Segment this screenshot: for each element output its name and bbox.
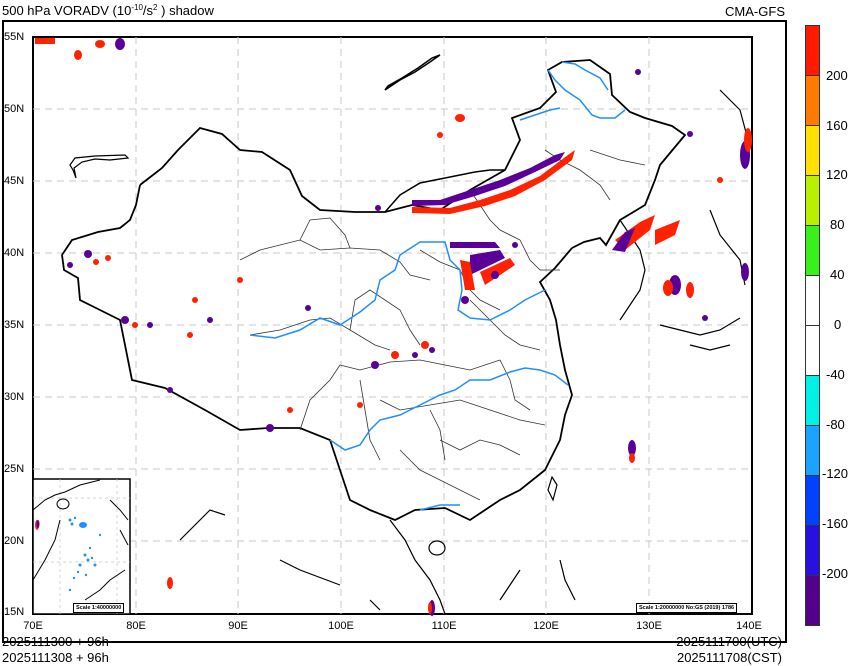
model-label: CMA-GFS <box>725 4 785 19</box>
map-frame <box>32 36 753 615</box>
hainan-island <box>428 540 446 556</box>
colorbar-label: 160 <box>826 118 848 133</box>
graticule <box>33 37 752 614</box>
colorbar-label: 0 <box>834 317 842 332</box>
colorbar-segment <box>805 376 820 426</box>
lat-label-45n: 45N <box>4 175 25 187</box>
colorbar-segment <box>805 126 820 176</box>
colorbar-segment <box>805 176 820 226</box>
lat-label-20n: 20N <box>4 535 25 547</box>
chart-title: 500 hPa VORADV (10-10/s2 ) shadow <box>2 0 214 19</box>
title-unit: /s <box>142 3 154 18</box>
vorticity-shading <box>35 38 752 616</box>
inset-scale-label: Scale 1:40000000 <box>73 603 125 613</box>
lon-label-110e: 110E <box>431 620 457 632</box>
colorbar-label: 120 <box>826 167 848 182</box>
southeast-asia-coast <box>179 509 576 615</box>
colorbar-segment <box>805 76 820 126</box>
china-border <box>61 59 687 522</box>
colorbar-label: -80 <box>826 417 845 432</box>
colorbar-segment <box>805 526 820 576</box>
colorbar-segment <box>805 276 820 326</box>
lat-label-15n: 15N <box>4 606 25 618</box>
lon-label-130e: 130E <box>636 620 662 632</box>
title-exponent-2: 2 <box>153 3 158 12</box>
plot-frame <box>2 20 787 643</box>
colorbar-label: -120 <box>822 466 849 481</box>
taiwan-island <box>547 475 558 502</box>
province-borders <box>239 149 646 501</box>
title-suffix: ) shadow <box>161 3 214 18</box>
colorbar-segment <box>805 226 820 276</box>
scattered-dots <box>67 69 723 432</box>
colorbar-label: -160 <box>822 516 849 531</box>
lon-label-120e: 120E <box>533 620 559 632</box>
colorbar-label: -200 <box>822 566 849 581</box>
lat-label-35n: 35N <box>4 319 25 331</box>
valid-time-cst: 2025111708(CST) <box>676 650 782 665</box>
south-china-sea-inset <box>32 478 131 615</box>
rivers <box>249 61 626 511</box>
init-time-cst: 2025111308 + 96h <box>2 650 109 665</box>
colorbar-label: 40 <box>830 267 845 282</box>
main-scale-label: Scale 1:20000000 No:GS (2019) 1786 <box>636 603 738 613</box>
lon-label-100e: 100E <box>328 620 354 632</box>
lake-balkhash <box>69 154 130 179</box>
lon-label-80e: 80E <box>126 620 146 632</box>
map-canvas <box>32 36 753 616</box>
init-time-utc: 2025111300 + 96h <box>2 634 109 649</box>
lon-label-90e: 90E <box>228 620 248 632</box>
colorbar <box>805 25 820 626</box>
lat-label-25n: 25N <box>4 463 25 475</box>
lake-baikal <box>384 54 441 91</box>
lon-label-70e: 70E <box>23 620 43 632</box>
valid-time-utc: 2025111700(UTC) <box>676 634 782 649</box>
colorbar-segment <box>805 576 820 626</box>
colorbar-segment <box>805 476 820 526</box>
colorbar-label: 80 <box>830 217 845 232</box>
colorbar-label: -40 <box>826 367 845 382</box>
korea-japan-coast <box>619 89 749 351</box>
mongolia-border <box>384 169 505 213</box>
colorbar-segment <box>805 326 820 376</box>
colorbar-segment <box>805 25 820 76</box>
colorbar-segment <box>805 426 820 476</box>
title-exponent: -10 <box>131 3 143 12</box>
lon-label-140e: 140E <box>736 620 762 632</box>
lat-label-30n: 30N <box>4 391 25 403</box>
lat-label-40n: 40N <box>4 247 25 259</box>
colorbar-label: 200 <box>826 68 848 83</box>
lat-label-55n: 55N <box>4 31 25 43</box>
lat-label-50n: 50N <box>4 103 25 115</box>
title-text: 500 hPa VORADV (10 <box>2 3 132 18</box>
